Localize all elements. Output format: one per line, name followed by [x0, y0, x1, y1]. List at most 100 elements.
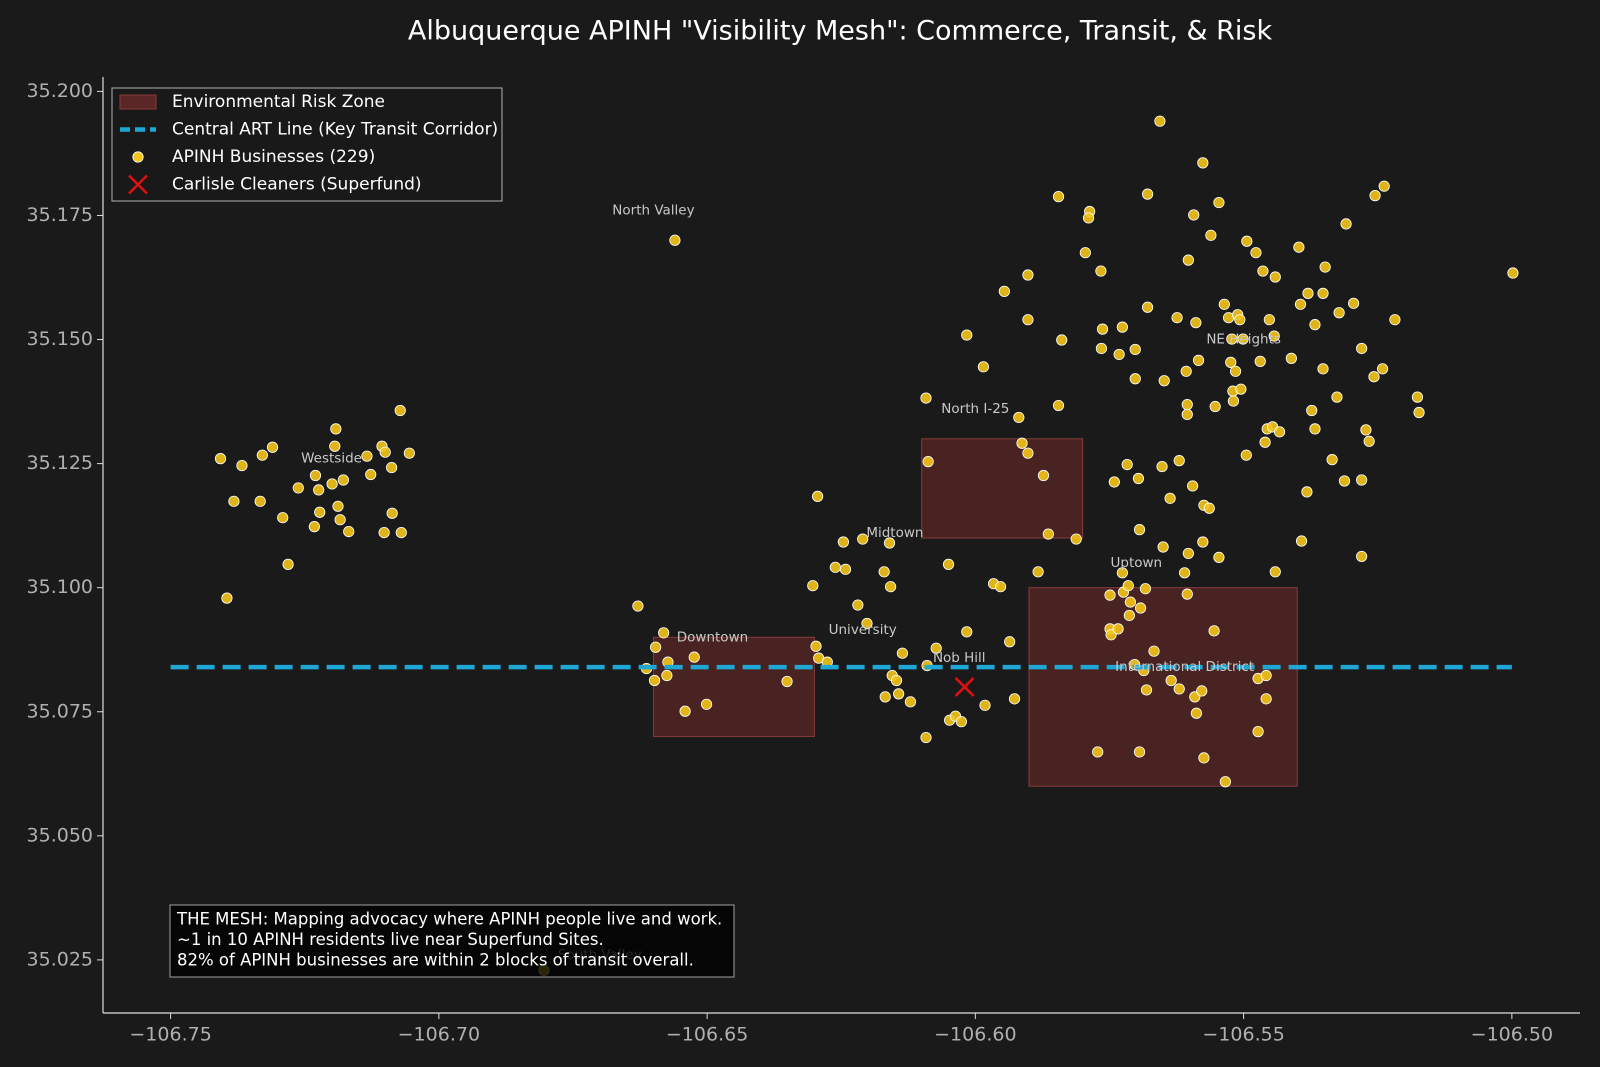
business-point [1129, 343, 1141, 356]
business-point [1164, 492, 1176, 504]
business-point [1180, 365, 1192, 377]
business-point [890, 674, 903, 687]
business-point [1133, 746, 1146, 758]
business-point [1240, 449, 1252, 461]
business-point [1113, 348, 1125, 361]
business-point [326, 478, 338, 490]
business-point [379, 446, 391, 458]
business-point [920, 392, 932, 404]
business-point [883, 537, 896, 549]
business-point [1156, 460, 1168, 473]
business-point [386, 507, 398, 519]
business-point [1022, 314, 1034, 326]
y-tick-label: 35.100 [27, 576, 93, 598]
business-point [1104, 589, 1116, 601]
x-tick-label: −106.55 [1202, 1024, 1284, 1046]
business-point [1250, 247, 1262, 259]
business-point [1008, 693, 1021, 705]
legend-label: Carlisle Cleaners (Superfund) [172, 175, 422, 195]
business-point [1016, 437, 1028, 449]
business-point [879, 691, 891, 703]
business-point [1218, 298, 1230, 310]
business-point [1347, 297, 1360, 309]
business-point [1139, 583, 1152, 595]
business-point [329, 440, 341, 452]
business-point [1235, 383, 1247, 395]
area-label: Midtown [866, 525, 923, 541]
business-point [1326, 454, 1338, 466]
business-point [1273, 426, 1286, 438]
x-tick-label: −106.75 [129, 1024, 211, 1046]
business-point [1254, 355, 1266, 367]
business-point [277, 512, 289, 524]
business-point [365, 468, 377, 481]
business-point [1333, 307, 1345, 319]
risk-zone [652, 636, 815, 738]
business-point [394, 404, 406, 417]
business-point [332, 500, 344, 512]
business-point [282, 558, 294, 570]
note-line: 82% of APINH businesses are within 2 blo… [177, 951, 694, 970]
business-point [1227, 395, 1240, 407]
business-point [1196, 685, 1208, 697]
business-point [1092, 746, 1104, 758]
business-point [266, 441, 279, 453]
business-point [308, 521, 320, 533]
business-point [1205, 229, 1217, 241]
legend-swatch [119, 94, 157, 110]
business-point [1192, 354, 1205, 366]
business-point [1317, 287, 1329, 299]
business-point [214, 453, 227, 465]
risk-zone [921, 438, 1084, 539]
chart-title: Albuquerque APINH "Visibility Mesh": Com… [408, 16, 1273, 47]
business-point [1022, 269, 1034, 281]
x-tick-label: −106.50 [1471, 1024, 1553, 1046]
note-line: ~1 in 10 APINH residents live near Super… [177, 930, 604, 949]
legend-swatch [132, 151, 144, 163]
business-point [1171, 312, 1183, 324]
business-point [896, 647, 908, 659]
business-point [386, 461, 398, 474]
y-tick-label: 35.125 [27, 452, 93, 474]
business-point [837, 536, 849, 548]
business-point [1378, 180, 1390, 192]
superfund-stroke [954, 677, 975, 697]
business-point [1121, 459, 1133, 471]
legend-label: Central ART Line (Key Transit Corridor) [172, 120, 498, 140]
business-point [1157, 541, 1169, 553]
business-point [1032, 566, 1044, 578]
business-point [1369, 190, 1381, 202]
business-point [1269, 271, 1281, 283]
business-point [861, 617, 873, 630]
business-point [1188, 209, 1200, 221]
business-point [1122, 580, 1134, 592]
business-point [1181, 408, 1193, 421]
business-point [1257, 265, 1269, 277]
business-point [1213, 196, 1225, 209]
y-tick-label: 35.200 [27, 80, 93, 102]
business-point [884, 581, 897, 593]
business-point [1190, 317, 1202, 329]
business-point [1252, 726, 1264, 738]
business-point [648, 674, 661, 687]
business-point [1158, 375, 1170, 387]
business-point [1116, 567, 1128, 579]
area-label: North Valley [612, 203, 694, 219]
business-point [1133, 524, 1146, 536]
business-point [1340, 218, 1352, 230]
business-point [1197, 157, 1209, 169]
risk-zone [1028, 587, 1298, 787]
business-point [1309, 423, 1321, 435]
business-point [1263, 314, 1275, 326]
note-line: THE MESH: Mapping advocacy where APINH p… [176, 910, 722, 929]
business-point [1095, 342, 1108, 355]
business-point [1213, 551, 1225, 564]
business-point [1173, 683, 1185, 695]
business-point [330, 423, 342, 435]
business-point [1268, 330, 1280, 342]
business-point [1413, 406, 1425, 419]
business-point [292, 482, 304, 494]
business-point [1507, 267, 1519, 279]
x-tick-label: −106.65 [666, 1024, 748, 1046]
